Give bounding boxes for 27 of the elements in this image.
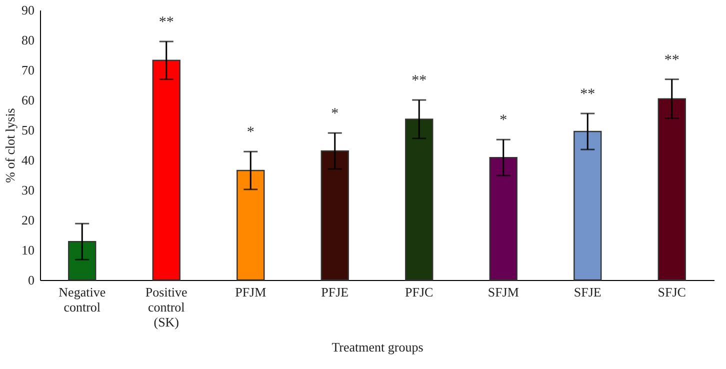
x-tick-label: PFJM (235, 284, 267, 300)
y-tick-label: 40 (22, 152, 34, 168)
y-tick-label: 70 (22, 62, 34, 78)
x-tick-label: SFJE (574, 284, 602, 300)
x-axis-title: Treatment groups (332, 340, 424, 354)
data-label: * (331, 106, 339, 122)
x-tick-label: SFJC (658, 284, 686, 300)
x-tick-label: PFJC (405, 284, 434, 300)
data-label: ** (158, 14, 174, 30)
y-tick-label: 30 (22, 182, 34, 198)
y-tick-label: 50 (22, 122, 34, 138)
data-label: ** (412, 73, 427, 89)
data-label: ** (580, 86, 596, 102)
x-tick-label: SFJM (488, 284, 520, 300)
y-tick-label: 80 (22, 32, 34, 48)
x-tick-label: PFJE (321, 284, 349, 300)
y-tick-label: 20 (22, 212, 34, 228)
x-tick-label: Negative control (58, 284, 106, 314)
y-axis-title: % of clot lysis (2, 108, 18, 183)
y-tick-label: 60 (22, 92, 34, 108)
x-tick-label: Positive control (SK) (145, 284, 188, 330)
y-tick-label: 90 (22, 2, 34, 18)
data-label: * (246, 124, 254, 141)
y-tick-label: 0 (28, 272, 34, 288)
data-label: * (500, 112, 508, 129)
data-label: ** (664, 52, 680, 68)
y-tick-label: 10 (22, 242, 34, 258)
